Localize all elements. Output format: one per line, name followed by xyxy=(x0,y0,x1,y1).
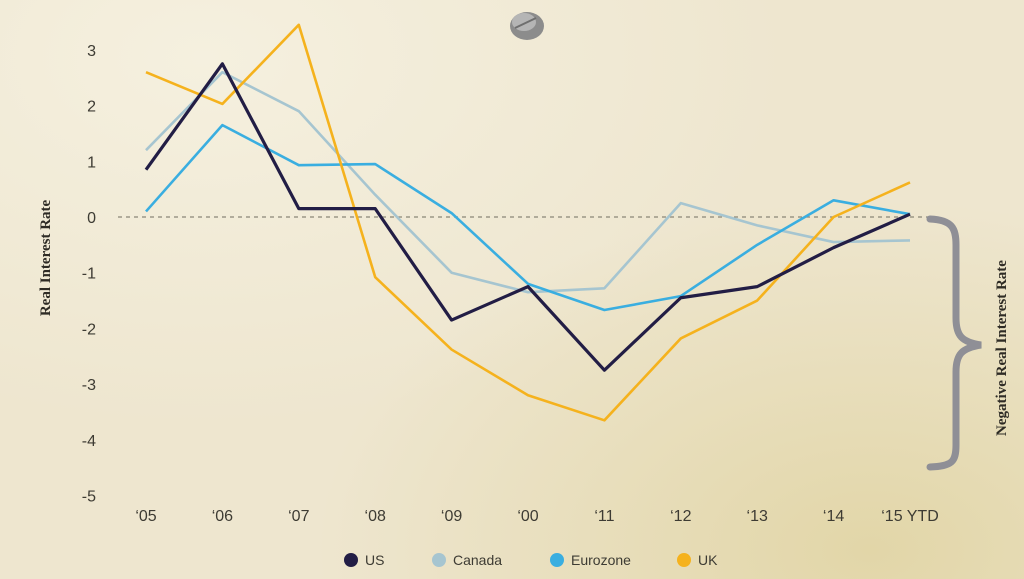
y-axis-label: Real Interest Rate xyxy=(38,199,54,316)
x-tick-label: ‘00 xyxy=(517,508,538,525)
y-tick-label: -4 xyxy=(82,433,96,450)
legend-label-us: US xyxy=(365,552,384,568)
x-tick-label: ‘05 xyxy=(135,508,156,525)
y-tick-label: 3 xyxy=(87,43,96,60)
x-tick-label: ‘13 xyxy=(747,508,768,525)
legend-marker-us xyxy=(344,553,358,567)
x-tick-label: ‘11 xyxy=(594,508,614,525)
x-tick-label: ‘12 xyxy=(670,508,691,525)
pin-icon xyxy=(510,12,544,40)
y-tick-label: 0 xyxy=(87,210,96,227)
x-tick-label: ‘15 YTD xyxy=(881,508,939,525)
x-tick-label: ‘07 xyxy=(288,508,309,525)
y-tick-label: -3 xyxy=(82,377,96,394)
y-tick-label: 1 xyxy=(87,154,96,171)
legend-marker-canada xyxy=(432,553,446,567)
x-tick-label: ‘06 xyxy=(212,508,233,525)
legend: US Canada Eurozone UK xyxy=(344,552,718,568)
legend-marker-uk xyxy=(677,553,691,567)
legend-label-eurozone: Eurozone xyxy=(571,552,631,568)
legend-label-uk: UK xyxy=(698,552,718,568)
y-tick-label: -2 xyxy=(82,321,96,338)
negative-rate-brace-icon xyxy=(926,215,982,471)
y-tick-label: -1 xyxy=(82,266,96,283)
x-tick-label: ‘09 xyxy=(441,508,462,525)
y-tick-label: 2 xyxy=(87,99,96,116)
y-tick-label: -5 xyxy=(82,489,96,506)
negative-rate-annotation: Negative Real Interest Rate xyxy=(994,260,1010,436)
legend-label-canada: Canada xyxy=(453,552,502,568)
x-tick-label: ‘08 xyxy=(365,508,386,525)
legend-marker-eurozone xyxy=(550,553,564,567)
x-tick-label: ‘14 xyxy=(823,508,844,525)
